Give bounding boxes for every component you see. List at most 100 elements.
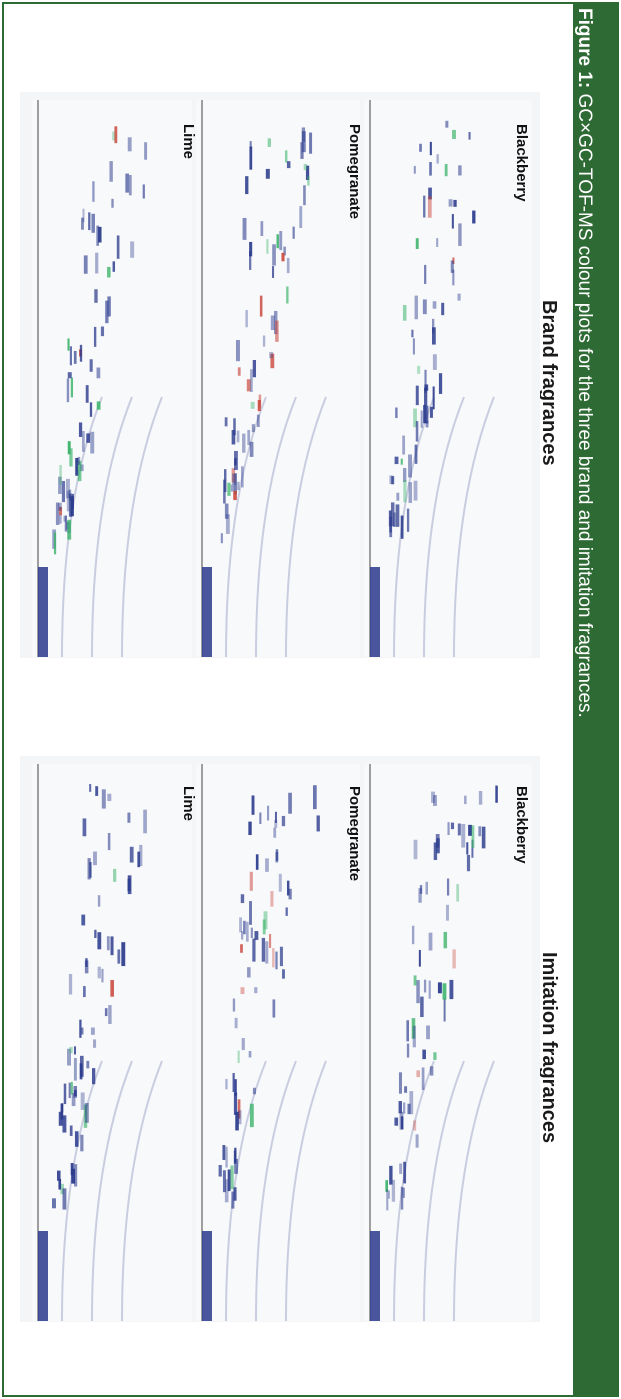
peak-mark bbox=[248, 821, 252, 836]
peak-mark bbox=[452, 949, 456, 969]
peak-mark bbox=[424, 369, 427, 393]
panel-imitation-lime bbox=[32, 764, 192, 1321]
peak-mark bbox=[433, 1052, 437, 1060]
peak-mark bbox=[95, 252, 99, 274]
peak-mark bbox=[424, 264, 427, 284]
peak-mark bbox=[271, 266, 275, 278]
chromatogram-svg bbox=[369, 100, 495, 657]
peak-mark bbox=[262, 919, 266, 935]
peak-mark bbox=[441, 302, 445, 316]
peak-mark bbox=[495, 785, 498, 803]
peak-mark bbox=[234, 450, 238, 470]
peak-mark bbox=[457, 823, 461, 836]
peak-mark bbox=[415, 421, 419, 442]
peak-mark bbox=[425, 881, 428, 895]
peak-mark bbox=[62, 1115, 67, 1133]
peak-mark bbox=[461, 823, 466, 848]
peak-mark bbox=[406, 1043, 410, 1058]
peak-mark bbox=[429, 141, 432, 156]
peak-mark bbox=[220, 533, 223, 544]
peak-mark bbox=[442, 983, 447, 1000]
peak-mark bbox=[83, 986, 86, 998]
peak-mark bbox=[81, 914, 86, 926]
peak-mark bbox=[468, 131, 471, 140]
peak-mark bbox=[243, 920, 246, 935]
peak-mark bbox=[403, 480, 407, 503]
peak-mark bbox=[466, 854, 471, 872]
peak-mark bbox=[234, 1079, 237, 1096]
chromatogram-svg bbox=[37, 100, 163, 657]
bleed-curve bbox=[423, 1060, 465, 1321]
peak-mark bbox=[58, 1178, 62, 1190]
peak-mark bbox=[139, 844, 143, 867]
peak-mark bbox=[276, 234, 279, 249]
peak-mark bbox=[400, 1116, 404, 1130]
peak-mark bbox=[73, 350, 77, 364]
peak-mark bbox=[111, 198, 114, 208]
peak-mark bbox=[61, 481, 66, 503]
peak-mark bbox=[85, 958, 88, 967]
peak-mark bbox=[86, 1060, 90, 1069]
peak-mark bbox=[265, 858, 269, 872]
peak-mark bbox=[429, 1066, 434, 1076]
peak-mark bbox=[105, 300, 109, 324]
peak-mark bbox=[402, 1187, 405, 1198]
peak-mark bbox=[245, 310, 248, 328]
peak-mark bbox=[275, 951, 278, 970]
peak-mark bbox=[312, 785, 317, 810]
peak-mark bbox=[85, 385, 89, 403]
peak-mark bbox=[403, 1161, 407, 1184]
peak-mark bbox=[418, 888, 422, 903]
peak-mark bbox=[409, 1091, 414, 1115]
peak-mark bbox=[80, 1134, 84, 1152]
peak-mark bbox=[233, 1187, 237, 1201]
peak-mark bbox=[107, 832, 111, 851]
peak-mark bbox=[110, 980, 114, 997]
peak-mark bbox=[90, 431, 95, 454]
peak-mark bbox=[281, 815, 286, 827]
peak-mark bbox=[252, 360, 257, 378]
peak-mark bbox=[101, 789, 106, 809]
peak-mark bbox=[86, 433, 91, 443]
peak-mark bbox=[95, 786, 99, 796]
peak-mark bbox=[391, 476, 395, 485]
peak-mark bbox=[70, 1163, 74, 1176]
peak-mark bbox=[413, 480, 418, 501]
peak-mark bbox=[234, 1017, 238, 1029]
chromatogram-svg bbox=[201, 100, 327, 657]
peak-mark bbox=[393, 512, 396, 527]
peak-mark bbox=[303, 185, 306, 206]
peak-mark bbox=[438, 373, 443, 394]
peak-mark bbox=[398, 1101, 402, 1114]
peak-mark bbox=[112, 261, 116, 272]
peak-mark bbox=[275, 320, 279, 342]
peak-mark bbox=[66, 378, 70, 403]
peak-mark bbox=[413, 408, 417, 428]
peak-mark bbox=[245, 921, 249, 942]
peak-mark bbox=[237, 367, 241, 376]
peak-mark bbox=[249, 441, 254, 457]
column-bleed bbox=[370, 567, 380, 657]
peak-mark bbox=[270, 353, 275, 369]
peak-mark bbox=[255, 854, 259, 870]
peak-mark bbox=[279, 946, 283, 967]
peak-mark bbox=[272, 244, 276, 266]
bleed-curve bbox=[285, 1060, 327, 1321]
peak-mark bbox=[279, 231, 283, 251]
peak-mark bbox=[233, 1092, 238, 1115]
peak-mark bbox=[112, 131, 116, 141]
peak-mark bbox=[250, 927, 253, 939]
column-bleed bbox=[38, 1231, 48, 1321]
peak-mark bbox=[252, 938, 256, 962]
peak-mark bbox=[249, 1103, 254, 1128]
peak-mark bbox=[78, 422, 83, 437]
peak-mark bbox=[137, 851, 141, 868]
peak-mark bbox=[414, 295, 418, 320]
peak-mark bbox=[110, 936, 114, 956]
peak-mark bbox=[265, 168, 270, 179]
peak-mark bbox=[71, 1168, 76, 1184]
peak-mark bbox=[106, 936, 110, 951]
caption-band bbox=[573, 4, 617, 1395]
peak-mark bbox=[413, 839, 418, 860]
peak-mark bbox=[309, 132, 313, 154]
